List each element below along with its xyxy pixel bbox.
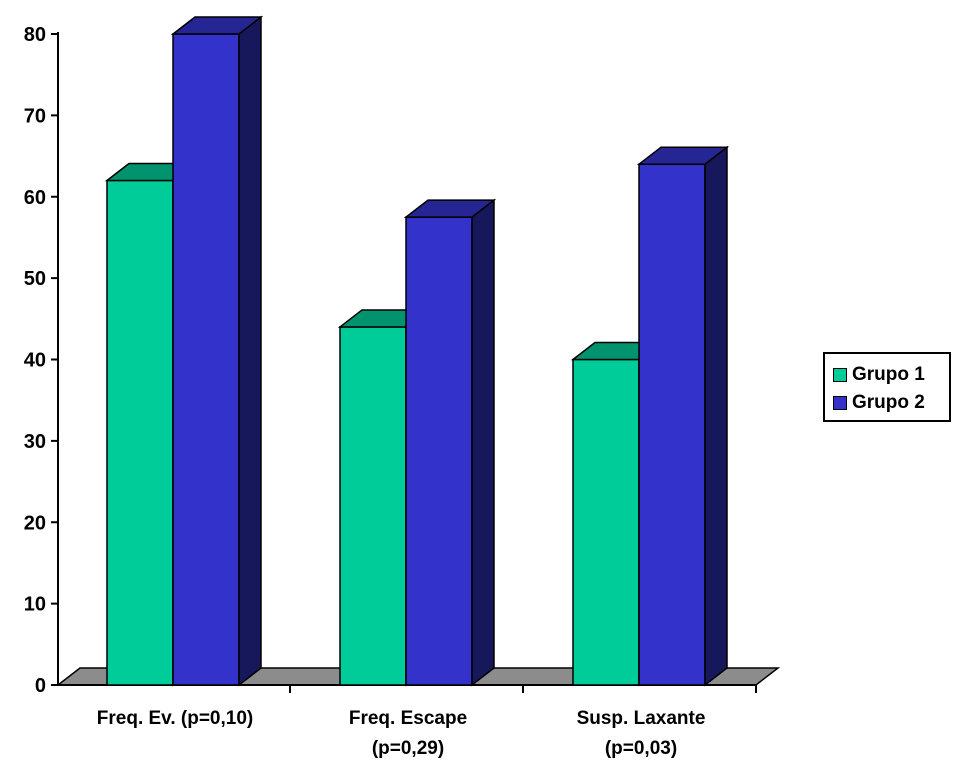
bar-top-2-3 — [636, 146, 730, 165]
x-tick-label-2: Freq. Escape — [349, 708, 467, 729]
legend-item-grupo-1: Grupo 1 — [833, 364, 925, 386]
bar-top-2-2 — [403, 199, 497, 218]
y-tick-label: 40 — [24, 350, 46, 372]
bar-top-2-1 — [170, 16, 264, 35]
legend-label-grupo-1: Grupo 1 — [852, 364, 925, 385]
y-tick-label: 30 — [24, 431, 46, 453]
bar-1-3 — [572, 358, 640, 686]
legend-item-grupo-2: Grupo 2 — [833, 392, 925, 414]
bar-2-3 — [638, 163, 706, 686]
legend-label-grupo-2: Grupo 2 — [852, 392, 925, 413]
legend: Grupo 1 Grupo 2 — [823, 352, 951, 422]
bar-side-2-3 — [704, 145, 728, 687]
x-tick-label-2: (p=0,29) — [372, 738, 444, 759]
x-tick-label-1: Freq. Ev. (p=0,10) — [97, 708, 253, 729]
bar-side-2-1 — [238, 15, 262, 687]
y-tick-label: 70 — [24, 105, 46, 127]
y-tick-label: 60 — [24, 187, 46, 209]
bar-1-1 — [106, 179, 174, 686]
y-tick-label: 50 — [24, 268, 46, 290]
legend-swatch-grupo-1 — [833, 368, 847, 382]
bar-1-2 — [339, 326, 407, 686]
y-tick-label: 80 — [24, 24, 46, 46]
x-tick-label-3: Susp. Laxante — [577, 708, 706, 729]
bar-side-2-2 — [471, 198, 495, 687]
y-tick-label: 10 — [24, 594, 46, 616]
x-tick-label-3: (p=0,03) — [605, 738, 677, 759]
bar-2-1 — [172, 33, 240, 686]
bar-2-2 — [405, 216, 473, 686]
y-tick-label: 0 — [35, 675, 46, 697]
y-tick-label: 20 — [24, 512, 46, 534]
legend-swatch-grupo-2 — [833, 396, 847, 410]
